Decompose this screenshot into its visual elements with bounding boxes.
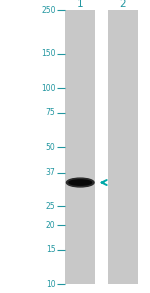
Ellipse shape — [69, 180, 92, 185]
Text: 37: 37 — [46, 168, 56, 177]
Text: 75: 75 — [46, 108, 56, 117]
Text: 20: 20 — [46, 221, 56, 230]
Text: 2: 2 — [120, 0, 126, 9]
Text: 25: 25 — [46, 202, 56, 211]
Bar — [108, 10, 138, 284]
Text: 15: 15 — [46, 245, 56, 254]
Text: 50: 50 — [46, 143, 56, 152]
Text: 250: 250 — [41, 6, 56, 15]
Ellipse shape — [66, 178, 94, 187]
Text: 100: 100 — [41, 84, 56, 93]
Text: 1: 1 — [77, 0, 84, 9]
Text: 150: 150 — [41, 49, 56, 58]
Bar — [65, 10, 95, 284]
Text: 10: 10 — [46, 280, 56, 289]
